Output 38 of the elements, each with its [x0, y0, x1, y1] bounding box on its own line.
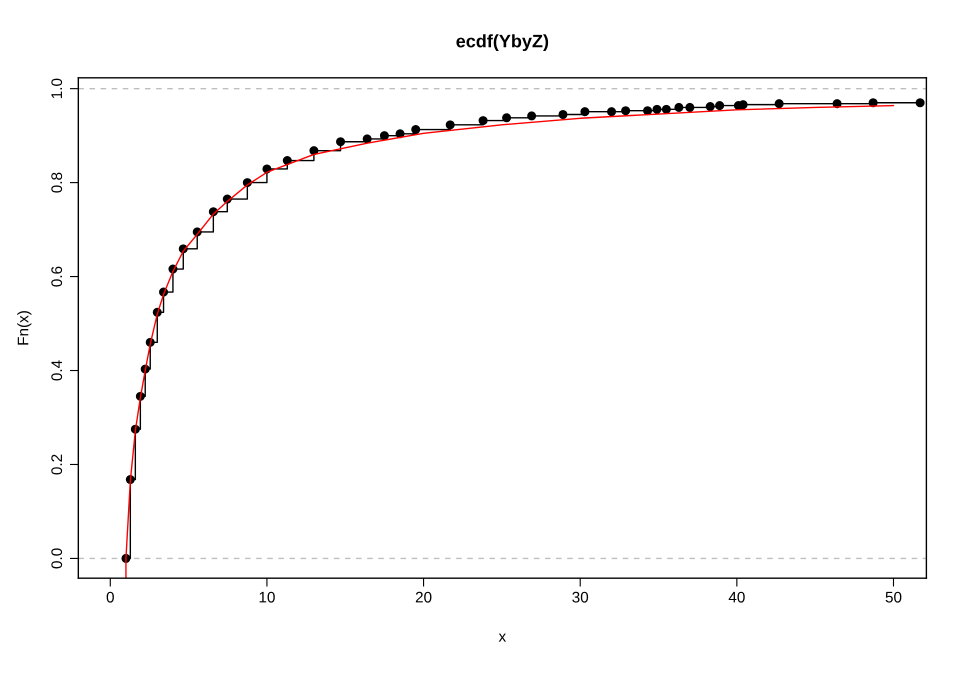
point — [706, 102, 715, 112]
point — [362, 134, 372, 144]
point — [607, 107, 616, 116]
point — [380, 131, 389, 140]
point — [527, 111, 536, 120]
point — [282, 156, 292, 166]
point — [336, 137, 346, 146]
y-tick-label: 0.2 — [51, 454, 62, 474]
point — [558, 110, 568, 120]
x-tick-label: 0 — [106, 592, 114, 603]
point — [580, 107, 590, 116]
point — [309, 146, 318, 156]
y-axis-title: Fn(x) — [17, 311, 32, 345]
point — [643, 106, 652, 116]
x-tick-label: 40 — [728, 592, 745, 603]
y-tick-label: 1.0 — [51, 78, 62, 98]
point — [685, 102, 694, 112]
point — [621, 106, 630, 116]
point — [478, 116, 488, 126]
point — [774, 99, 784, 108]
y-tick-label: 0.0 — [51, 548, 62, 568]
point — [916, 98, 925, 108]
point — [502, 113, 512, 122]
point — [652, 104, 662, 114]
x-tick-label: 10 — [260, 592, 275, 603]
y-tick-label: 0.4 — [51, 360, 62, 381]
x-tick-label: 50 — [886, 592, 902, 603]
x-axis-title: x — [498, 634, 506, 642]
chart-title: ecdf(YbyZ) — [456, 34, 548, 52]
point — [715, 101, 724, 110]
x-tick-label: 20 — [416, 592, 432, 603]
point — [674, 102, 684, 112]
y-tick-label: 0.6 — [51, 266, 62, 287]
point — [662, 104, 671, 114]
y-tick-label: 0.8 — [51, 172, 62, 193]
point — [411, 125, 420, 134]
x-tick-label: 30 — [572, 592, 588, 603]
point — [446, 120, 455, 130]
